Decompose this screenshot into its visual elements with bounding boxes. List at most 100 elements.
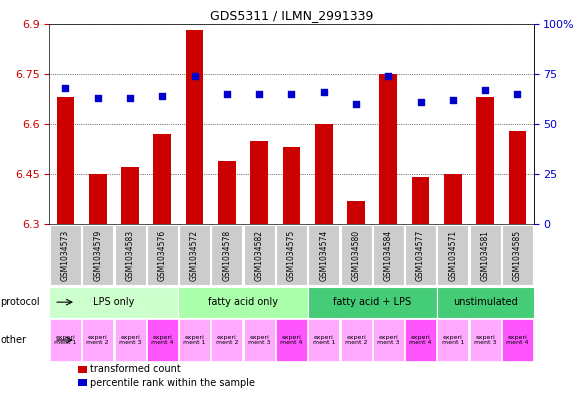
Bar	[470, 319, 501, 362]
Point	[416, 99, 425, 105]
Text: experi
ment 4: experi ment 4	[151, 335, 173, 345]
Point	[255, 91, 264, 97]
Point	[351, 101, 361, 107]
Bar	[379, 74, 397, 224]
Text: experi
ment 2: experi ment 2	[345, 335, 367, 345]
Bar	[412, 177, 429, 224]
Bar	[405, 319, 436, 362]
Text: experi
ment 1: experi ment 1	[442, 335, 464, 345]
Point	[384, 73, 393, 79]
Point	[93, 95, 103, 101]
Text: unstimulated: unstimulated	[453, 297, 517, 307]
Bar	[114, 319, 146, 362]
Title: GDS5311 / ILMN_2991339: GDS5311 / ILMN_2991339	[210, 9, 373, 22]
Point	[158, 93, 167, 99]
Bar	[89, 174, 107, 224]
Bar	[244, 226, 275, 285]
Text: GSM1034572: GSM1034572	[190, 230, 199, 281]
Bar	[276, 226, 307, 285]
Bar	[373, 319, 404, 362]
Text: GSM1034573: GSM1034573	[61, 230, 70, 281]
Bar	[470, 226, 501, 285]
Bar	[347, 201, 365, 224]
Bar	[211, 226, 242, 285]
Text: GSM1034585: GSM1034585	[513, 230, 522, 281]
Bar	[437, 319, 469, 362]
Bar	[509, 130, 526, 224]
Text: transformed count: transformed count	[90, 364, 181, 374]
Bar	[308, 319, 339, 362]
Text: percentile rank within the sample: percentile rank within the sample	[90, 378, 255, 387]
Bar	[78, 365, 87, 373]
Text: GSM1034583: GSM1034583	[125, 230, 135, 281]
Point	[190, 73, 200, 79]
Point	[319, 89, 328, 95]
Text: GSM1034576: GSM1034576	[158, 230, 167, 281]
Text: GSM1034580: GSM1034580	[351, 230, 361, 281]
Text: experi
ment 3: experi ment 3	[248, 335, 270, 345]
Point	[125, 95, 135, 101]
Text: experi
ment 4: experi ment 4	[409, 335, 432, 345]
Text: GSM1034574: GSM1034574	[319, 230, 328, 281]
Text: experi
ment 4: experi ment 4	[280, 335, 303, 345]
Bar	[476, 97, 494, 224]
Bar	[340, 226, 372, 285]
Point	[448, 97, 458, 103]
Bar	[244, 319, 275, 362]
Bar	[114, 226, 146, 285]
Bar	[251, 141, 268, 224]
Bar	[276, 319, 307, 362]
Bar	[373, 226, 404, 285]
Bar	[307, 286, 437, 318]
Bar	[82, 226, 113, 285]
Text: experi
ment 1: experi ment 1	[183, 335, 206, 345]
Point	[222, 91, 231, 97]
Bar	[218, 161, 235, 224]
Bar	[154, 134, 171, 224]
Text: GSM1034579: GSM1034579	[93, 230, 102, 281]
Bar	[49, 286, 179, 318]
Text: GSM1034577: GSM1034577	[416, 230, 425, 281]
Text: protocol: protocol	[1, 297, 40, 307]
Point	[513, 91, 522, 97]
Bar	[437, 226, 469, 285]
Bar	[315, 124, 332, 224]
Text: other: other	[1, 335, 27, 345]
Text: GSM1034584: GSM1034584	[384, 230, 393, 281]
Text: experi
ment 1: experi ment 1	[313, 335, 335, 345]
Bar	[186, 30, 204, 224]
Text: GSM1034571: GSM1034571	[448, 230, 458, 281]
Text: GSM1034581: GSM1034581	[481, 230, 490, 281]
Text: GSM1034575: GSM1034575	[287, 230, 296, 281]
Text: experi
ment 3: experi ment 3	[119, 335, 142, 345]
Point	[480, 86, 490, 93]
Text: experi
ment 3: experi ment 3	[474, 335, 496, 345]
Bar	[57, 97, 74, 224]
Bar	[50, 319, 81, 362]
Text: fatty acid + LPS: fatty acid + LPS	[333, 297, 411, 307]
Text: experi
ment 3: experi ment 3	[377, 335, 400, 345]
Bar	[179, 226, 210, 285]
Bar	[308, 226, 339, 285]
Text: GSM1034582: GSM1034582	[255, 230, 264, 281]
Bar	[179, 286, 307, 318]
Bar	[502, 226, 533, 285]
Bar	[405, 226, 436, 285]
Bar	[82, 319, 113, 362]
Bar	[147, 319, 178, 362]
Point	[287, 91, 296, 97]
Bar	[211, 319, 242, 362]
Bar	[437, 286, 534, 318]
Text: LPS only: LPS only	[93, 297, 135, 307]
Text: fatty acid only: fatty acid only	[208, 297, 278, 307]
Bar	[340, 319, 372, 362]
Text: experi
ment 1: experi ment 1	[55, 335, 77, 345]
Bar	[147, 226, 178, 285]
Text: experi
ment 2: experi ment 2	[86, 335, 109, 345]
Bar	[444, 174, 462, 224]
Point	[61, 84, 70, 91]
Bar	[50, 226, 81, 285]
Bar	[78, 379, 87, 386]
Bar	[282, 147, 300, 224]
Text: experi
ment 2: experi ment 2	[216, 335, 238, 345]
